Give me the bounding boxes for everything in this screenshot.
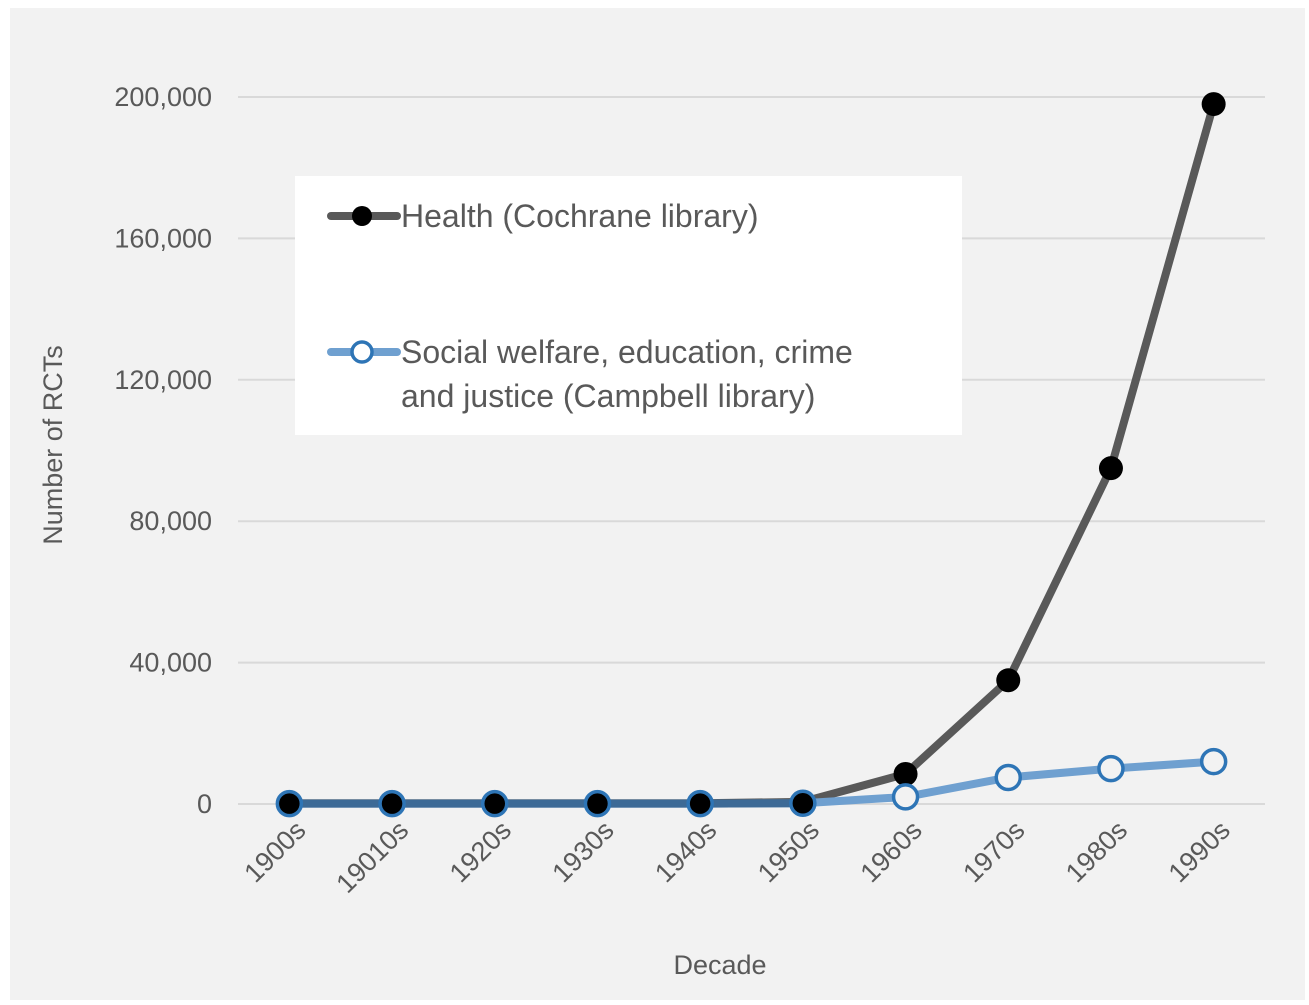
data-point-social-welfare bbox=[996, 765, 1020, 789]
y-tick-label: 160,000 bbox=[114, 223, 212, 253]
x-axis-label: Decade bbox=[673, 950, 766, 980]
y-axis-label: Number of RCTs bbox=[38, 345, 68, 545]
data-point-social-welfare bbox=[791, 791, 815, 815]
y-tick-label: 40,000 bbox=[129, 648, 212, 678]
legend-marker-health bbox=[352, 206, 372, 226]
data-point-social-welfare bbox=[277, 792, 301, 816]
data-point-social-welfare bbox=[1099, 757, 1123, 781]
data-point-health bbox=[1202, 92, 1226, 116]
legend-label-social-welfare-line2: and justice (Campbell library) bbox=[401, 378, 815, 414]
legend: Health (Cochrane library) Social welfare,… bbox=[295, 176, 962, 435]
data-point-social-welfare bbox=[688, 792, 712, 816]
legend-marker-social-welfare bbox=[352, 342, 372, 362]
legend-label-social-welfare: Social welfare, education, crime bbox=[401, 334, 853, 370]
data-point-social-welfare bbox=[894, 785, 918, 809]
data-point-health bbox=[1099, 456, 1123, 480]
y-tick-label: 120,000 bbox=[114, 365, 212, 395]
y-tick-label: 200,000 bbox=[114, 82, 212, 112]
data-point-social-welfare bbox=[1202, 750, 1226, 774]
data-point-health bbox=[996, 668, 1020, 692]
y-tick-label: 80,000 bbox=[129, 506, 212, 536]
data-point-health bbox=[894, 762, 918, 786]
data-point-social-welfare bbox=[483, 792, 507, 816]
data-point-social-welfare bbox=[380, 792, 404, 816]
data-point-social-welfare bbox=[585, 792, 609, 816]
y-tick-label: 0 bbox=[197, 789, 212, 819]
legend-label-health: Health (Cochrane library) bbox=[401, 198, 758, 234]
